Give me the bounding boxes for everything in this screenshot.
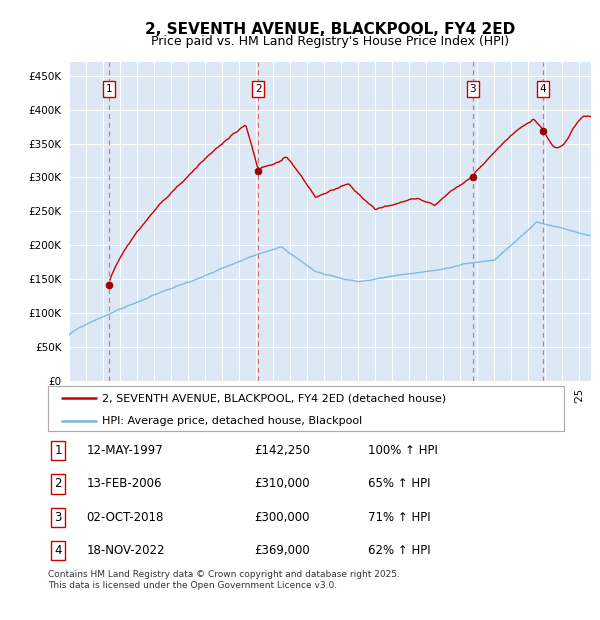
Text: 2: 2 bbox=[55, 477, 62, 490]
Text: 62% ↑ HPI: 62% ↑ HPI bbox=[368, 544, 431, 557]
Text: HPI: Average price, detached house, Blackpool: HPI: Average price, detached house, Blac… bbox=[102, 416, 362, 426]
Text: £142,250: £142,250 bbox=[254, 444, 310, 457]
Text: £310,000: £310,000 bbox=[254, 477, 310, 490]
Text: 2, SEVENTH AVENUE, BLACKPOOL, FY4 2ED (detached house): 2, SEVENTH AVENUE, BLACKPOOL, FY4 2ED (d… bbox=[102, 393, 446, 404]
Text: 3: 3 bbox=[55, 511, 62, 524]
Text: 13-FEB-2006: 13-FEB-2006 bbox=[86, 477, 162, 490]
Text: 2, SEVENTH AVENUE, BLACKPOOL, FY4 2ED: 2, SEVENTH AVENUE, BLACKPOOL, FY4 2ED bbox=[145, 22, 515, 37]
Text: 1: 1 bbox=[55, 444, 62, 457]
Text: 1: 1 bbox=[106, 84, 112, 94]
Text: 18-NOV-2022: 18-NOV-2022 bbox=[86, 544, 165, 557]
Text: 02-OCT-2018: 02-OCT-2018 bbox=[86, 511, 164, 524]
Text: Contains HM Land Registry data © Crown copyright and database right 2025.
This d: Contains HM Land Registry data © Crown c… bbox=[48, 570, 400, 590]
Text: 4: 4 bbox=[55, 544, 62, 557]
Text: 2: 2 bbox=[255, 84, 262, 94]
Text: £369,000: £369,000 bbox=[254, 544, 310, 557]
FancyBboxPatch shape bbox=[48, 386, 564, 431]
Text: £300,000: £300,000 bbox=[254, 511, 310, 524]
Text: Price paid vs. HM Land Registry's House Price Index (HPI): Price paid vs. HM Land Registry's House … bbox=[151, 35, 509, 48]
Text: 3: 3 bbox=[470, 84, 476, 94]
Text: 65% ↑ HPI: 65% ↑ HPI bbox=[368, 477, 430, 490]
Text: 71% ↑ HPI: 71% ↑ HPI bbox=[368, 511, 431, 524]
Text: 100% ↑ HPI: 100% ↑ HPI bbox=[368, 444, 438, 457]
Text: 4: 4 bbox=[540, 84, 547, 94]
Text: 12-MAY-1997: 12-MAY-1997 bbox=[86, 444, 163, 457]
